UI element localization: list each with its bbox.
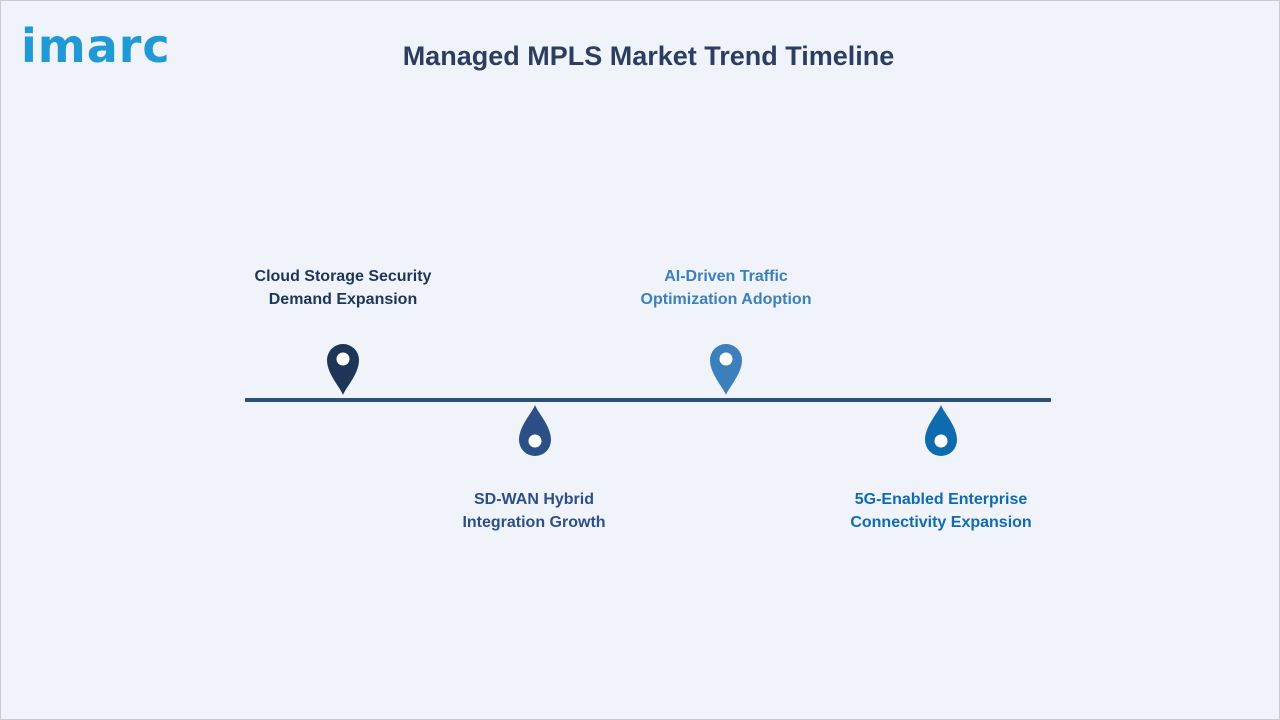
milestone-1-line2: Demand Expansion <box>268 291 418 308</box>
milestone-label-4: 5G-Enabled Enterprise Connectivity Expan… <box>811 488 1071 534</box>
milestone-4-line1: 5G-Enabled Enterprise <box>854 491 1028 508</box>
milestone-3-line1: AI-Driven Traffic <box>664 268 788 285</box>
location-pin-icon <box>327 344 359 395</box>
imarc-logo: imarc <box>21 19 171 73</box>
milestone-label-3: AI-Driven Traffic Optimization Adoption <box>596 265 856 311</box>
milestone-4-line2: Connectivity Expansion <box>850 514 1032 531</box>
milestone-1-line1: Cloud Storage Security <box>254 268 432 285</box>
milestone-label-1: Cloud Storage Security Demand Expansion <box>213 265 473 311</box>
page-title: Managed MPLS Market Trend Timeline <box>402 41 895 71</box>
milestone-2-line2: Integration Growth <box>462 514 606 531</box>
milestone-3-line2: Optimization Adoption <box>640 291 812 308</box>
drop-pin-icon <box>925 405 957 456</box>
location-pin-icon <box>710 344 742 395</box>
milestone-label-2: SD-WAN Hybrid Integration Growth <box>404 488 664 534</box>
timeline-axis <box>245 398 1051 402</box>
milestone-2-line1: SD-WAN Hybrid <box>474 491 594 508</box>
drop-pin-icon <box>519 405 551 456</box>
